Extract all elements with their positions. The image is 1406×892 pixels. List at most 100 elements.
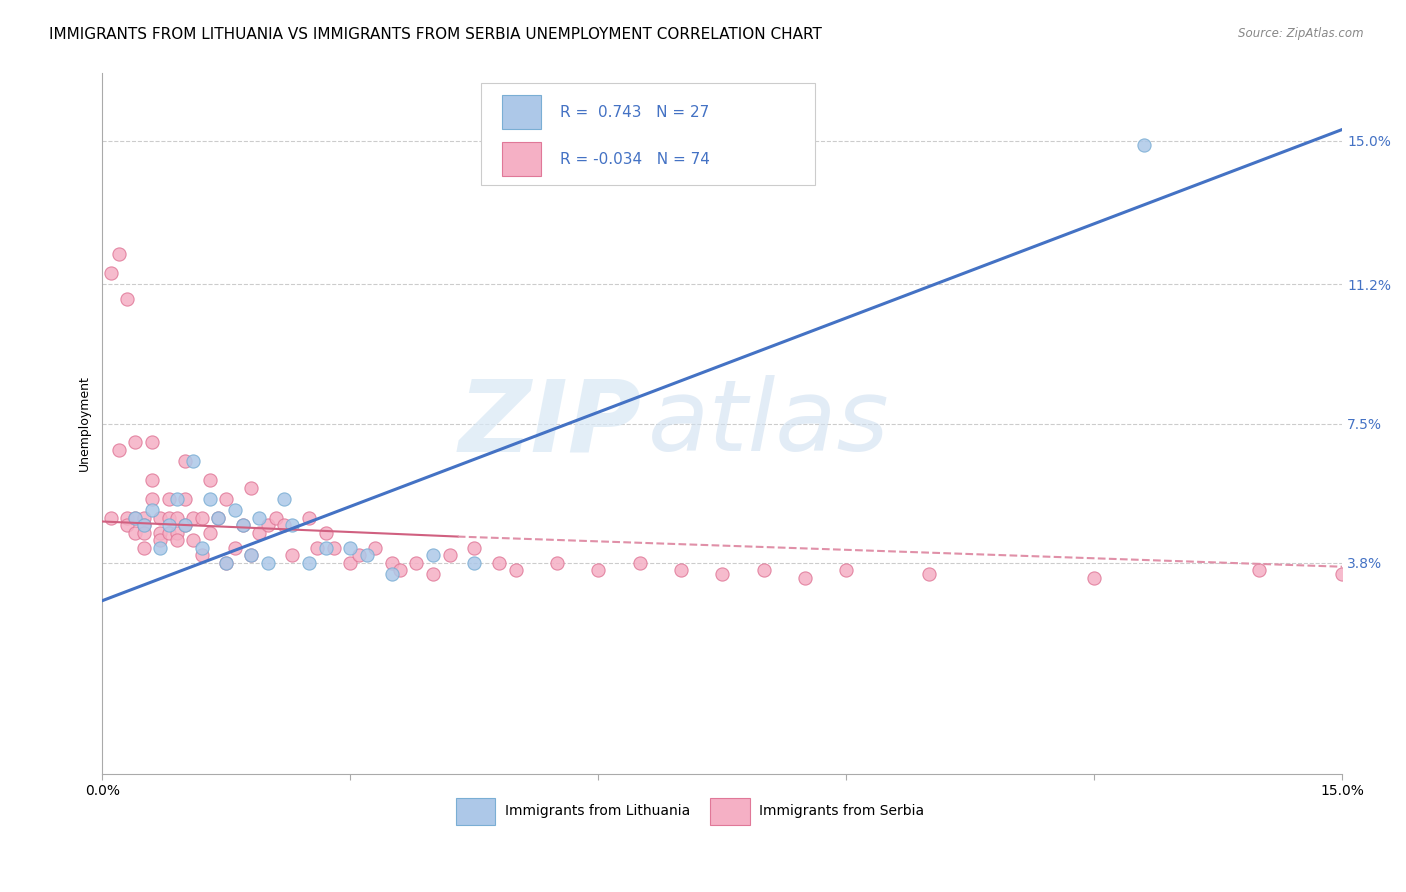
Point	[249, 525, 271, 540]
Point	[264, 510, 287, 524]
Point	[281, 518, 304, 533]
Point	[207, 510, 229, 524]
Point	[249, 510, 271, 524]
Point	[181, 533, 204, 548]
Point	[132, 518, 155, 533]
Point	[347, 549, 370, 563]
Text: IMMIGRANTS FROM LITHUANIA VS IMMIGRANTS FROM SERBIA UNEMPLOYMENT CORRELATION CHA: IMMIGRANTS FROM LITHUANIA VS IMMIGRANTS …	[49, 27, 823, 42]
Point	[149, 510, 172, 524]
Point	[315, 525, 337, 540]
Point	[100, 510, 122, 524]
Point	[141, 491, 163, 506]
Point	[232, 518, 254, 533]
Point	[141, 473, 163, 487]
Point	[381, 556, 404, 570]
Point	[298, 556, 321, 570]
Bar	[502, 95, 541, 129]
Point	[166, 525, 188, 540]
Point	[166, 510, 188, 524]
Point	[298, 510, 321, 524]
Point	[124, 510, 146, 524]
Point	[1331, 567, 1354, 582]
Point	[190, 541, 212, 555]
Point	[124, 510, 146, 524]
Point	[463, 541, 485, 555]
Point	[224, 541, 246, 555]
Point	[240, 549, 263, 563]
Point	[256, 518, 278, 533]
Point	[232, 518, 254, 533]
Point	[166, 491, 188, 506]
Point	[588, 564, 610, 578]
Point	[281, 549, 304, 563]
Point	[488, 556, 510, 570]
Point	[166, 533, 188, 548]
Point	[149, 533, 172, 548]
Text: R = -0.034   N = 74: R = -0.034 N = 74	[560, 152, 710, 167]
Point	[132, 541, 155, 555]
Point	[132, 525, 155, 540]
Point	[1132, 137, 1154, 152]
Point	[108, 247, 131, 261]
Point	[157, 510, 180, 524]
Point	[752, 564, 775, 578]
Point	[463, 556, 485, 570]
Y-axis label: Unemployment: Unemployment	[79, 376, 91, 472]
Point	[273, 518, 295, 533]
Point	[108, 442, 131, 457]
Point	[388, 564, 411, 578]
Text: ZIP: ZIP	[458, 375, 641, 472]
Point	[115, 510, 138, 524]
Point	[174, 491, 197, 506]
Point	[141, 503, 163, 517]
Point	[356, 549, 378, 563]
Point	[157, 525, 180, 540]
Point	[256, 556, 278, 570]
Point	[422, 549, 444, 563]
Point	[215, 556, 238, 570]
Point	[439, 549, 461, 563]
Point	[141, 435, 163, 450]
Point	[339, 556, 361, 570]
Point	[835, 564, 858, 578]
Point	[339, 541, 361, 555]
Point	[669, 564, 692, 578]
Point	[381, 567, 404, 582]
Point	[918, 567, 941, 582]
Bar	[502, 143, 541, 176]
Text: Immigrants from Lithuania: Immigrants from Lithuania	[505, 805, 690, 818]
Point	[207, 510, 229, 524]
Point	[628, 556, 651, 570]
Point	[149, 525, 172, 540]
Bar	[456, 797, 495, 824]
Point	[132, 510, 155, 524]
Text: Source: ZipAtlas.com: Source: ZipAtlas.com	[1239, 27, 1364, 40]
Point	[1083, 571, 1105, 585]
Point	[190, 549, 212, 563]
Point	[174, 518, 197, 533]
Text: R =  0.743   N = 27: R = 0.743 N = 27	[560, 104, 709, 120]
Point	[505, 564, 527, 578]
Point	[115, 518, 138, 533]
Point	[711, 567, 734, 582]
Point	[100, 266, 122, 280]
Point	[124, 525, 146, 540]
Point	[181, 454, 204, 468]
Point	[181, 510, 204, 524]
Text: Immigrants from Serbia: Immigrants from Serbia	[759, 805, 925, 818]
Bar	[710, 797, 749, 824]
Point	[240, 481, 263, 495]
Point	[124, 435, 146, 450]
Point	[546, 556, 568, 570]
Point	[315, 541, 337, 555]
Point	[405, 556, 427, 570]
Point	[190, 510, 212, 524]
Point	[240, 549, 263, 563]
Point	[215, 491, 238, 506]
Point	[307, 541, 329, 555]
Point	[157, 518, 180, 533]
Point	[198, 525, 221, 540]
Point	[215, 556, 238, 570]
Point	[198, 491, 221, 506]
Text: atlas: atlas	[648, 375, 890, 472]
